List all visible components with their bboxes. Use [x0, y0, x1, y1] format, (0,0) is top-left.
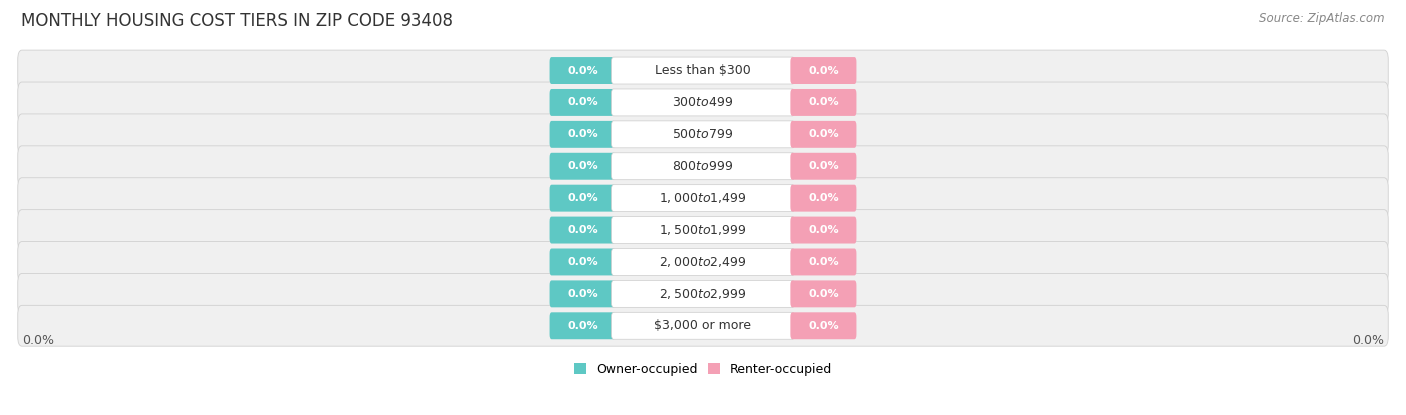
FancyBboxPatch shape [18, 242, 1388, 282]
FancyBboxPatch shape [18, 50, 1388, 91]
FancyBboxPatch shape [612, 57, 794, 84]
Text: $800 to $999: $800 to $999 [672, 160, 734, 173]
Text: 0.0%: 0.0% [567, 193, 598, 203]
Text: 0.0%: 0.0% [1353, 334, 1384, 347]
Text: 0.0%: 0.0% [808, 98, 839, 107]
FancyBboxPatch shape [550, 185, 616, 212]
FancyBboxPatch shape [790, 217, 856, 244]
Text: 0.0%: 0.0% [567, 289, 598, 299]
Text: Less than $300: Less than $300 [655, 64, 751, 77]
Text: 0.0%: 0.0% [567, 129, 598, 139]
FancyBboxPatch shape [18, 305, 1388, 346]
FancyBboxPatch shape [550, 281, 616, 308]
Text: 0.0%: 0.0% [22, 334, 53, 347]
FancyBboxPatch shape [550, 249, 616, 276]
Text: 0.0%: 0.0% [808, 225, 839, 235]
FancyBboxPatch shape [550, 57, 616, 84]
Text: 0.0%: 0.0% [567, 161, 598, 171]
FancyBboxPatch shape [790, 281, 856, 308]
Text: 0.0%: 0.0% [808, 161, 839, 171]
FancyBboxPatch shape [550, 217, 616, 244]
FancyBboxPatch shape [550, 312, 616, 339]
Text: 0.0%: 0.0% [567, 225, 598, 235]
Text: 0.0%: 0.0% [567, 66, 598, 76]
FancyBboxPatch shape [18, 146, 1388, 187]
Text: 0.0%: 0.0% [808, 289, 839, 299]
Text: $300 to $499: $300 to $499 [672, 96, 734, 109]
Legend: Owner-occupied, Renter-occupied: Owner-occupied, Renter-occupied [568, 358, 838, 381]
Text: 0.0%: 0.0% [808, 129, 839, 139]
FancyBboxPatch shape [612, 312, 794, 339]
FancyBboxPatch shape [790, 57, 856, 84]
Text: 0.0%: 0.0% [808, 193, 839, 203]
FancyBboxPatch shape [18, 114, 1388, 155]
FancyBboxPatch shape [18, 178, 1388, 219]
Text: $3,000 or more: $3,000 or more [655, 319, 751, 332]
Text: $1,500 to $1,999: $1,500 to $1,999 [659, 223, 747, 237]
Text: $500 to $799: $500 to $799 [672, 128, 734, 141]
FancyBboxPatch shape [612, 249, 794, 276]
FancyBboxPatch shape [790, 89, 856, 116]
Text: 0.0%: 0.0% [567, 98, 598, 107]
FancyBboxPatch shape [18, 273, 1388, 314]
Text: $2,500 to $2,999: $2,500 to $2,999 [659, 287, 747, 301]
FancyBboxPatch shape [790, 185, 856, 212]
Text: 0.0%: 0.0% [808, 321, 839, 331]
FancyBboxPatch shape [790, 312, 856, 339]
FancyBboxPatch shape [612, 153, 794, 180]
Text: $2,000 to $2,499: $2,000 to $2,499 [659, 255, 747, 269]
Text: 0.0%: 0.0% [808, 257, 839, 267]
Text: 0.0%: 0.0% [567, 321, 598, 331]
FancyBboxPatch shape [612, 89, 794, 116]
Text: 0.0%: 0.0% [567, 257, 598, 267]
FancyBboxPatch shape [18, 82, 1388, 123]
FancyBboxPatch shape [790, 121, 856, 148]
Text: 0.0%: 0.0% [808, 66, 839, 76]
Text: MONTHLY HOUSING COST TIERS IN ZIP CODE 93408: MONTHLY HOUSING COST TIERS IN ZIP CODE 9… [21, 12, 453, 30]
FancyBboxPatch shape [612, 121, 794, 148]
FancyBboxPatch shape [550, 121, 616, 148]
FancyBboxPatch shape [18, 210, 1388, 251]
FancyBboxPatch shape [550, 89, 616, 116]
FancyBboxPatch shape [612, 217, 794, 244]
FancyBboxPatch shape [612, 185, 794, 212]
Text: $1,000 to $1,499: $1,000 to $1,499 [659, 191, 747, 205]
FancyBboxPatch shape [790, 249, 856, 276]
FancyBboxPatch shape [790, 153, 856, 180]
Text: Source: ZipAtlas.com: Source: ZipAtlas.com [1260, 12, 1385, 25]
FancyBboxPatch shape [550, 153, 616, 180]
FancyBboxPatch shape [612, 281, 794, 308]
